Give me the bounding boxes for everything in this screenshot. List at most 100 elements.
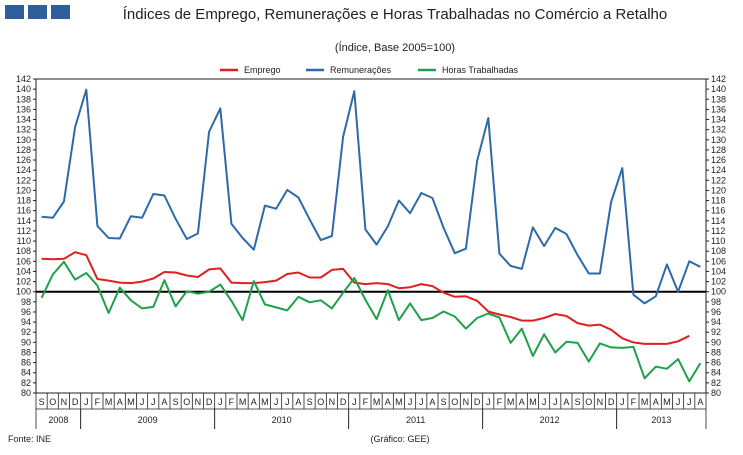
y-tick-label-left: 94 bbox=[21, 317, 31, 327]
y-tick-label-left: 130 bbox=[16, 135, 31, 145]
x-month-label: J bbox=[553, 397, 558, 407]
y-tick-label-right: 142 bbox=[711, 74, 726, 84]
x-month-label: F bbox=[631, 397, 637, 407]
x-month-label: M bbox=[105, 397, 113, 407]
x-month-label: M bbox=[373, 397, 381, 407]
x-month-label: A bbox=[117, 397, 123, 407]
y-tick-label-right: 114 bbox=[711, 216, 725, 226]
y-tick-label-right: 140 bbox=[711, 84, 726, 94]
y-tick-label-left: 84 bbox=[21, 368, 31, 378]
y-tick-label-right: 92 bbox=[711, 327, 721, 337]
x-month-label: M bbox=[261, 397, 269, 407]
x-month-label: J bbox=[687, 397, 692, 407]
y-tick-label-left: 90 bbox=[21, 337, 31, 347]
x-month-label: J bbox=[676, 397, 681, 407]
gee-logo bbox=[5, 5, 70, 19]
y-tick-label-right: 108 bbox=[711, 246, 726, 256]
year-label: 2011 bbox=[406, 415, 425, 425]
x-month-label: A bbox=[251, 397, 257, 407]
y-tick-label-right: 112 bbox=[711, 226, 725, 236]
y-tick-label-left: 108 bbox=[16, 246, 31, 256]
x-month-label: O bbox=[317, 397, 324, 407]
y-tick-label-left: 134 bbox=[16, 115, 31, 125]
y-tick-label-right: 84 bbox=[711, 368, 721, 378]
x-month-label: O bbox=[585, 397, 592, 407]
year-label: 2009 bbox=[138, 415, 158, 425]
x-month-label: M bbox=[663, 397, 671, 407]
x-month-label: O bbox=[183, 397, 190, 407]
x-month-label: N bbox=[463, 397, 470, 407]
y-tick-label-left: 106 bbox=[16, 256, 31, 266]
chart-credit: (Gráfico: GEE) bbox=[370, 434, 430, 444]
y-tick-label-left: 102 bbox=[16, 277, 31, 287]
x-month-label: M bbox=[641, 397, 649, 407]
y-tick-label-right: 126 bbox=[711, 155, 726, 165]
x-month-label: J bbox=[486, 397, 491, 407]
y-tick-label-left: 128 bbox=[16, 145, 31, 155]
y-tick-label-left: 138 bbox=[16, 94, 31, 104]
series-line-remunerações bbox=[41, 88, 701, 305]
x-month-label: A bbox=[161, 397, 167, 407]
y-tick-label-left: 100 bbox=[16, 287, 31, 297]
x-month-label: S bbox=[39, 397, 45, 407]
x-month-label: F bbox=[95, 397, 101, 407]
y-tick-label-right: 102 bbox=[711, 277, 726, 287]
x-month-label: J bbox=[419, 397, 424, 407]
x-month-label: A bbox=[385, 397, 391, 407]
y-tick-label-left: 110 bbox=[17, 236, 31, 246]
y-tick-label-left: 118 bbox=[17, 196, 31, 206]
y-tick-label-left: 82 bbox=[21, 378, 31, 388]
x-month-label: J bbox=[218, 397, 223, 407]
y-tick-label-left: 80 bbox=[21, 388, 31, 398]
series-line-horas-trabalhadas bbox=[40, 260, 702, 383]
y-tick-label-right: 96 bbox=[711, 307, 721, 317]
y-tick-label-left: 98 bbox=[21, 297, 31, 307]
x-month-label: J bbox=[140, 397, 145, 407]
legend: Emprego Remunerações Horas Trabalhadas bbox=[220, 65, 519, 75]
y-tick-label-right: 104 bbox=[711, 266, 726, 276]
x-month-label: J bbox=[408, 397, 413, 407]
y-tick-label-right: 100 bbox=[711, 287, 726, 297]
x-month-label: J bbox=[352, 397, 357, 407]
y-tick-label-right: 128 bbox=[711, 145, 726, 155]
x-month-label: F bbox=[363, 397, 369, 407]
y-tick-label-left: 124 bbox=[16, 165, 31, 175]
y-tick-label-left: 136 bbox=[16, 104, 31, 114]
y-tick-label-left: 120 bbox=[16, 185, 31, 195]
x-month-label: A bbox=[653, 397, 659, 407]
chart-subtitle: (Índice, Base 2005=100) bbox=[334, 42, 456, 54]
year-label: 2013 bbox=[651, 415, 671, 425]
x-month-label: F bbox=[229, 397, 235, 407]
y-tick-label-left: 86 bbox=[21, 358, 31, 368]
y-tick-label-right: 118 bbox=[711, 196, 725, 206]
y-tick-label-left: 88 bbox=[21, 347, 31, 357]
y-tick-label-right: 88 bbox=[711, 347, 721, 357]
y-tick-label-left: 116 bbox=[17, 206, 31, 216]
x-month-label: S bbox=[575, 397, 581, 407]
y-tick-label-left: 122 bbox=[16, 175, 31, 185]
x-month-label: S bbox=[173, 397, 179, 407]
y-tick-label-right: 116 bbox=[711, 206, 725, 216]
x-month-label: D bbox=[474, 397, 481, 407]
x-month-label: O bbox=[49, 397, 56, 407]
x-month-label: N bbox=[195, 397, 202, 407]
y-tick-label-right: 82 bbox=[711, 378, 721, 388]
x-month-label: J bbox=[274, 397, 279, 407]
source-note: Fonte: INE bbox=[8, 434, 52, 444]
x-month-label: D bbox=[340, 397, 347, 407]
x-month-label: A bbox=[295, 397, 301, 407]
y-tick-label-right: 98 bbox=[711, 297, 721, 307]
x-month-label: A bbox=[563, 397, 569, 407]
x-month-label: M bbox=[239, 397, 247, 407]
y-tick-label-right: 134 bbox=[711, 115, 726, 125]
chart-title: Índices de Emprego, Remunerações e Horas… bbox=[122, 6, 668, 23]
year-label: 2010 bbox=[272, 415, 292, 425]
y-tick-label-right: 132 bbox=[711, 125, 726, 135]
y-tick-label-right: 110 bbox=[711, 236, 725, 246]
x-month-label: A bbox=[519, 397, 525, 407]
year-label: 2012 bbox=[540, 415, 560, 425]
x-month-label: O bbox=[451, 397, 458, 407]
x-month-label: S bbox=[441, 397, 447, 407]
x-month-label: N bbox=[61, 397, 68, 407]
